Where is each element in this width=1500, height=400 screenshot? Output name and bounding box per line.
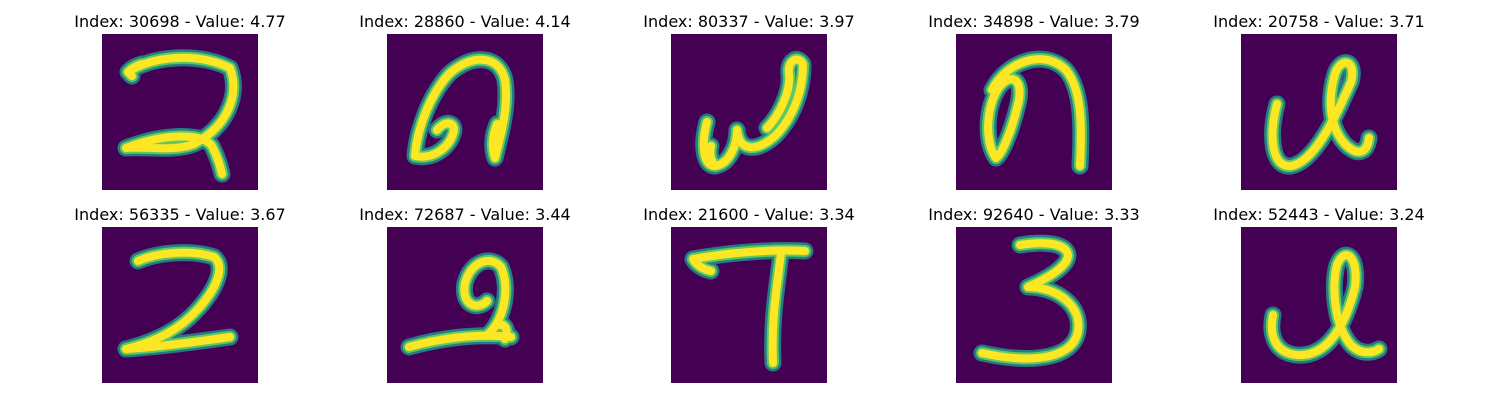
panel-title: Index: 20758 - Value: 3.71 — [1213, 12, 1425, 31]
panel-3: Index: 80337 - Value: 3.97 — [624, 12, 874, 202]
panel-title: Index: 80337 - Value: 3.97 — [643, 12, 855, 31]
panel-1: Index: 30698 - Value: 4.77 — [55, 12, 305, 202]
panel-10: Index: 52443 - Value: 3.24 — [1194, 205, 1444, 395]
panel-title: Index: 92640 - Value: 3.33 — [928, 205, 1140, 224]
panel-title: Index: 21600 - Value: 3.34 — [643, 205, 855, 224]
handwritten-character-image — [956, 34, 1112, 190]
handwritten-character-image — [1241, 34, 1397, 190]
panel-title: Index: 72687 - Value: 3.44 — [359, 205, 571, 224]
panel-title: Index: 56335 - Value: 3.67 — [74, 205, 286, 224]
panel-9: Index: 92640 - Value: 3.33 — [909, 205, 1159, 395]
panel-2: Index: 28860 - Value: 4.14 — [340, 12, 590, 202]
panel-title: Index: 28860 - Value: 4.14 — [359, 12, 571, 31]
panel-7: Index: 72687 - Value: 3.44 — [340, 205, 590, 395]
panel-8: Index: 21600 - Value: 3.34 — [624, 205, 874, 395]
handwritten-character-image — [387, 227, 543, 383]
handwritten-character-image — [671, 34, 827, 190]
handwritten-character-image — [102, 227, 258, 383]
handwritten-character-image — [956, 227, 1112, 383]
panel-5: Index: 20758 - Value: 3.71 — [1194, 12, 1444, 202]
panel-4: Index: 34898 - Value: 3.79 — [909, 12, 1159, 202]
handwritten-character-image — [102, 34, 258, 190]
panel-title: Index: 34898 - Value: 3.79 — [928, 12, 1140, 31]
panel-6: Index: 56335 - Value: 3.67 — [55, 205, 305, 395]
handwritten-character-image — [1241, 227, 1397, 383]
panel-title: Index: 52443 - Value: 3.24 — [1213, 205, 1425, 224]
handwritten-character-image — [387, 34, 543, 190]
handwritten-character-image — [671, 227, 827, 383]
panel-title: Index: 30698 - Value: 4.77 — [74, 12, 286, 31]
